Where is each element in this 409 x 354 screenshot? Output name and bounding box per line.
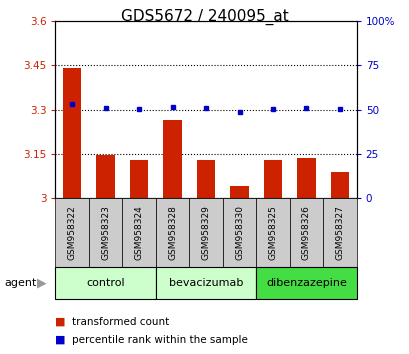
Text: GSM958324: GSM958324: [134, 205, 143, 260]
Text: GDS5672 / 240095_at: GDS5672 / 240095_at: [121, 9, 288, 25]
Bar: [155, 267, 256, 299]
Bar: [89, 198, 122, 267]
Bar: [322, 198, 356, 267]
Text: control: control: [86, 278, 125, 288]
Text: ▶: ▶: [37, 277, 46, 290]
Text: GSM958325: GSM958325: [268, 205, 277, 260]
Text: GSM958323: GSM958323: [101, 205, 110, 260]
Bar: [189, 198, 222, 267]
Bar: [297, 159, 315, 198]
Text: agent: agent: [4, 278, 36, 288]
Bar: [163, 120, 181, 198]
Text: dibenzazepine: dibenzazepine: [265, 278, 346, 288]
Text: GSM958329: GSM958329: [201, 205, 210, 260]
Bar: [263, 160, 281, 198]
Bar: [289, 198, 322, 267]
Bar: [222, 198, 256, 267]
Bar: [63, 68, 81, 198]
Text: ■: ■: [55, 317, 66, 327]
Text: GSM958327: GSM958327: [335, 205, 344, 260]
Bar: [155, 198, 189, 267]
Text: GSM958328: GSM958328: [168, 205, 177, 260]
Bar: [130, 160, 148, 198]
Text: bevacizumab: bevacizumab: [169, 278, 243, 288]
Text: percentile rank within the sample: percentile rank within the sample: [72, 335, 247, 345]
Text: ■: ■: [55, 335, 66, 345]
Text: transformed count: transformed count: [72, 317, 169, 327]
Bar: [256, 198, 289, 267]
Bar: [55, 198, 89, 267]
Text: GSM958322: GSM958322: [67, 205, 76, 260]
Bar: [55, 267, 155, 299]
Bar: [330, 172, 348, 198]
Bar: [230, 187, 248, 198]
Bar: [196, 160, 215, 198]
Text: GSM958326: GSM958326: [301, 205, 310, 260]
Bar: [96, 155, 115, 198]
Bar: [256, 267, 356, 299]
Text: GSM958330: GSM958330: [234, 205, 243, 260]
Bar: [122, 198, 155, 267]
